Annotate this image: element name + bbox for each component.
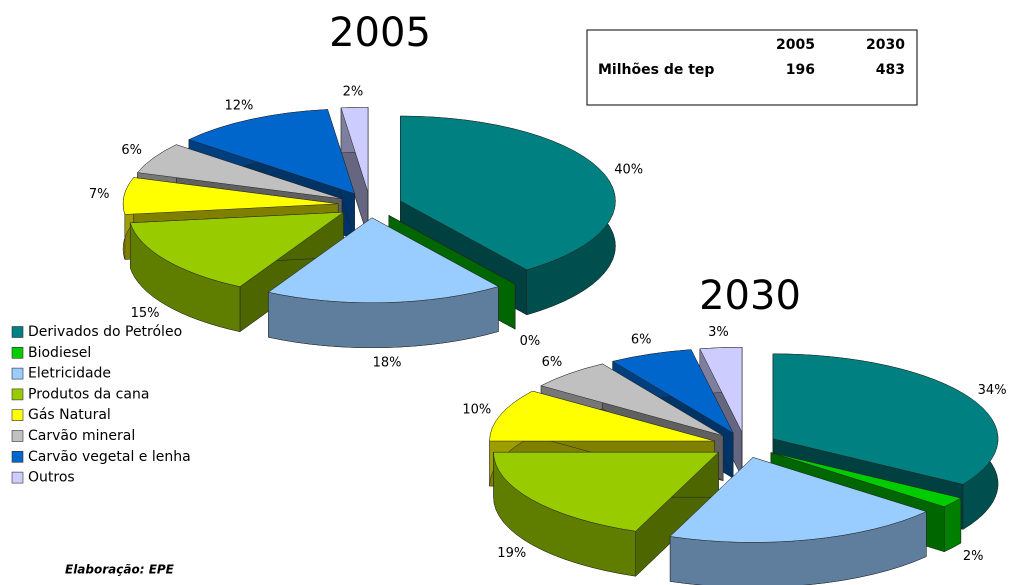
pie-slice xyxy=(612,349,734,434)
data-label: 18% xyxy=(373,355,402,370)
legend-swatch xyxy=(11,409,24,422)
data-label: 2% xyxy=(963,549,984,564)
pie-slice xyxy=(699,347,743,433)
pie-slice xyxy=(122,177,339,215)
pie-slice xyxy=(772,353,999,485)
data-label: 6% xyxy=(121,143,142,158)
data-label: 7% xyxy=(89,187,110,202)
slice-group xyxy=(129,211,345,333)
slice-group xyxy=(493,451,720,577)
legend-label: Carvão vegetal e lenha xyxy=(28,449,191,465)
data-label: 12% xyxy=(225,98,254,113)
legend-label: Derivados do Petróleo xyxy=(28,324,182,340)
data-label: 19% xyxy=(497,546,526,561)
legend-swatch xyxy=(11,450,24,463)
pie-slice xyxy=(267,217,500,304)
legend-label: Carvão mineral xyxy=(28,428,135,444)
chart-title: 2005 xyxy=(329,10,431,56)
data-label: 6% xyxy=(631,332,652,347)
table-header: 2030 xyxy=(866,37,905,53)
data-label: 34% xyxy=(978,383,1007,398)
legend-swatch xyxy=(11,346,24,359)
data-label: 0% xyxy=(520,334,541,349)
slice-group xyxy=(669,456,928,585)
source-note: Elaboração: EPE xyxy=(65,563,175,577)
table-row-label: Milhões de tep xyxy=(598,62,714,78)
pie-slice xyxy=(770,452,962,507)
data-label: 10% xyxy=(462,403,491,418)
slice-group xyxy=(267,217,500,349)
legend-swatch xyxy=(11,388,24,401)
legend-label: Eletricidade xyxy=(28,366,111,382)
data-label: 40% xyxy=(614,163,643,178)
pie-slice xyxy=(400,115,616,271)
data-label: 3% xyxy=(708,325,729,340)
legend-swatch xyxy=(11,471,24,484)
table-box xyxy=(586,29,918,106)
data-label: 2% xyxy=(343,85,364,100)
legend-label: Biodiesel xyxy=(28,345,91,361)
pie-slice xyxy=(669,457,928,543)
data-label: 6% xyxy=(542,355,563,370)
table-cell: 196 xyxy=(786,62,815,78)
legend-swatch xyxy=(11,326,24,338)
table-cell: 483 xyxy=(876,62,905,78)
legend-swatch xyxy=(11,367,24,380)
pie-slice xyxy=(340,106,369,193)
legend-label: Gás Natural xyxy=(28,407,111,423)
legend-swatch xyxy=(11,430,24,442)
slice-outer-wall xyxy=(944,497,962,553)
pie-slice xyxy=(188,109,355,195)
chart-title: 2030 xyxy=(699,273,801,319)
legend-label: Produtos da cana xyxy=(28,386,149,402)
pie-slice xyxy=(493,451,720,532)
pie-slice xyxy=(129,211,345,287)
legend-label: Outros xyxy=(28,470,75,486)
pie-slice xyxy=(489,390,715,442)
pie-slice xyxy=(137,144,343,200)
pie-slice xyxy=(540,363,724,436)
data-label: 15% xyxy=(131,306,160,321)
table-header: 2005 xyxy=(776,37,815,53)
